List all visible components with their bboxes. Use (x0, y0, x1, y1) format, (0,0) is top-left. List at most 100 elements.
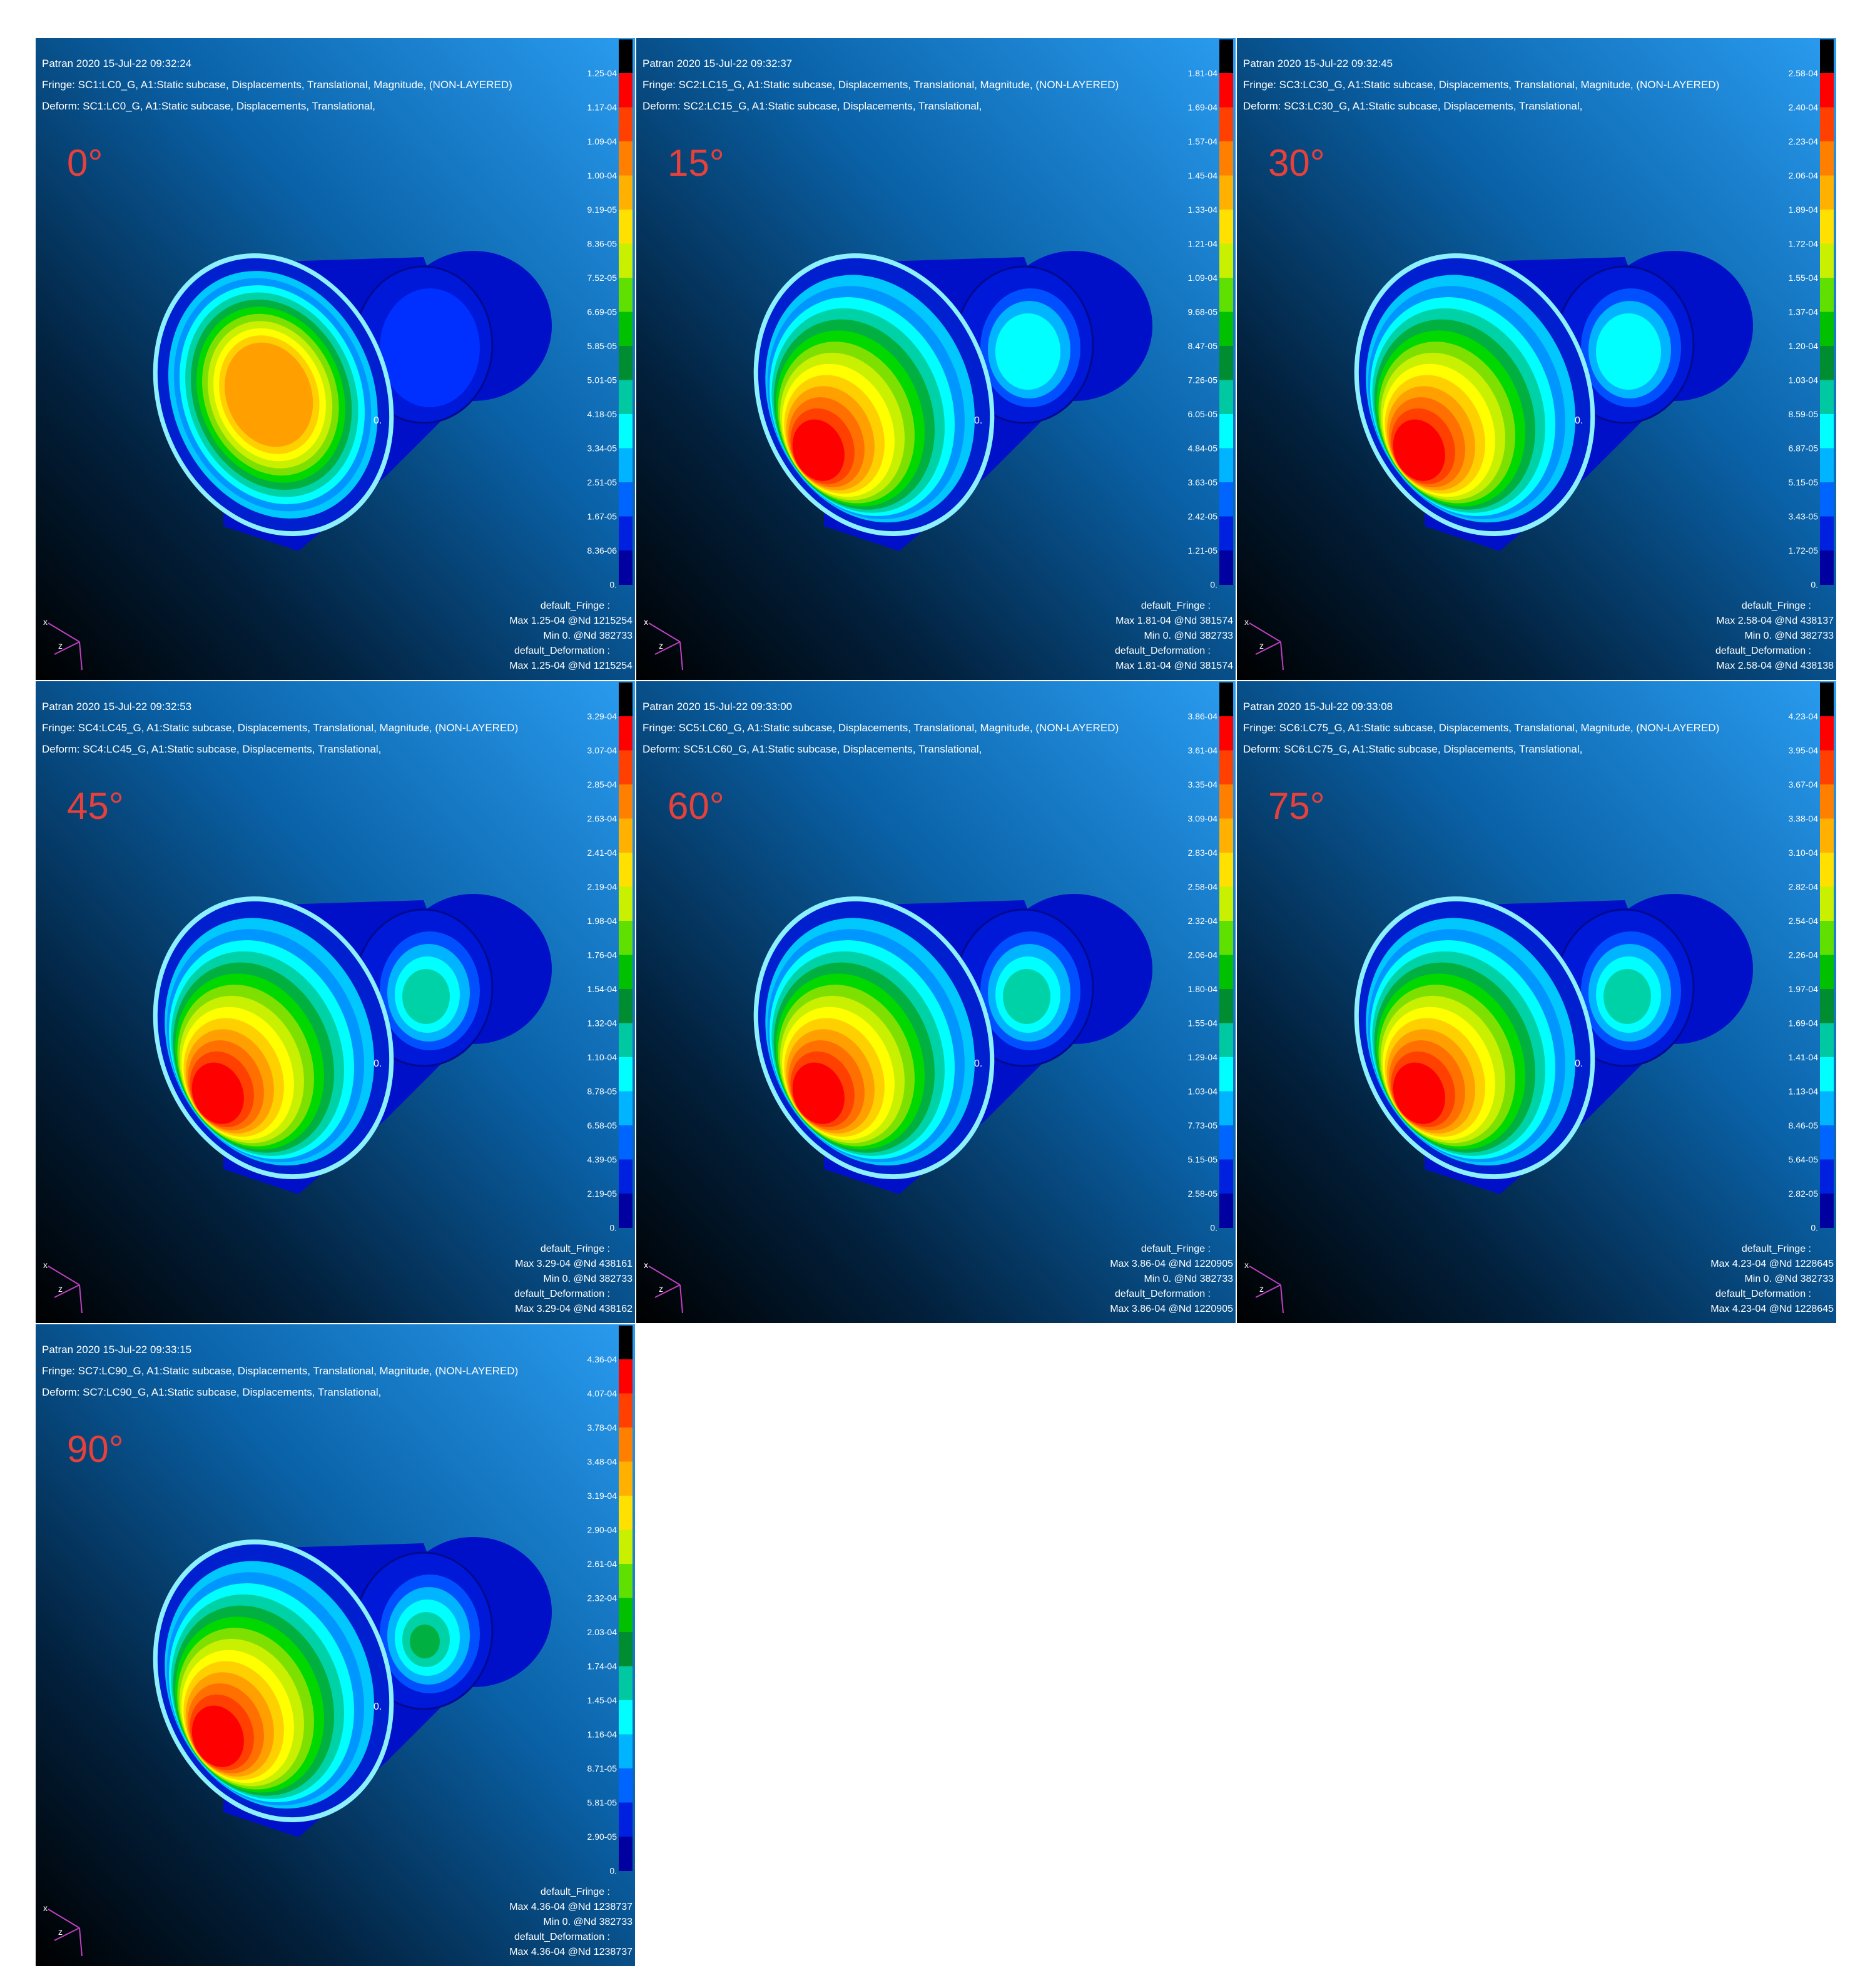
triad-label: x (644, 1260, 648, 1270)
neck-contour (402, 969, 450, 1024)
legend-label: 8.36-05 (587, 239, 617, 249)
color-bar-cell (1219, 716, 1233, 751)
footer-line: default_Deformation : (1715, 1289, 1811, 1299)
legend-label: 1.10-04 (587, 1052, 617, 1062)
legend-label: 9.68-05 (1188, 307, 1218, 317)
color-bar-cell (619, 414, 633, 449)
color-bar-cell (619, 886, 633, 921)
legend-label: 2.26-04 (1789, 950, 1819, 960)
legend-label: 2.42-05 (1188, 512, 1218, 522)
legend-label: 3.43-05 (1789, 512, 1819, 522)
footer-line: default_Deformation : (1115, 1289, 1211, 1299)
legend-label: 2.03-04 (587, 1627, 617, 1637)
legend-label: 4.36-04 (587, 1354, 617, 1364)
legend-label: 3.35-04 (1188, 779, 1218, 789)
legend-label: 1.80-04 (1188, 984, 1218, 994)
footer-line: default_Deformation : (514, 646, 610, 656)
legend-label: 8.36-06 (587, 545, 617, 555)
color-bar-cell (619, 448, 633, 483)
neck-contour (1003, 969, 1050, 1024)
legend-label: 6.58-05 (587, 1120, 617, 1130)
triad-axis (48, 1909, 80, 1929)
color-bar-cell (1820, 784, 1834, 819)
legend-label: 1.45-04 (587, 1695, 617, 1705)
color-bar-cell (619, 243, 633, 278)
footer-line: Min 0. @Nd 382733 (1744, 631, 1834, 641)
color-bar-cap (619, 682, 633, 716)
color-bar-cell (1219, 210, 1233, 244)
color-bar-cell (619, 1194, 633, 1228)
legend-label: 1.97-04 (1789, 984, 1819, 994)
result-panel: 0. Patran 2020 15-Jul-22 09:32:45 Fringe: … (1237, 38, 1836, 680)
legend-label: 1.55-04 (1789, 273, 1819, 283)
header-line: Deform: SC5:LC60_G, A1:Static subcase, D… (643, 743, 982, 755)
color-bar-cell (1820, 243, 1834, 278)
footer-line: Max 4.23-04 @Nd 1228645 (1710, 1259, 1834, 1269)
color-bar-cap (1820, 39, 1834, 73)
color-bar-cell (1820, 853, 1834, 887)
neck-contour (1596, 313, 1661, 390)
triad-label: x (43, 617, 48, 627)
color-bar-cell (619, 1666, 633, 1701)
color-bar-cell (619, 1802, 633, 1837)
header-line: Fringe: SC7:LC90_G, A1:Static subcase, D… (42, 1365, 518, 1377)
color-bar-cell (1219, 73, 1233, 108)
triad-label: z (58, 1284, 63, 1294)
footer-line: default_Deformation : (514, 1932, 610, 1942)
legend-label: 1.33-04 (1188, 205, 1218, 215)
color-bar-cell (1219, 516, 1233, 551)
legend-label: 3.10-04 (1789, 848, 1819, 858)
color-bar-cell (619, 1598, 633, 1633)
legend-label: 0. (609, 580, 617, 590)
legend-label: 2.85-04 (587, 779, 617, 789)
legend-label: 2.19-04 (587, 882, 617, 892)
header-line: Deform: SC3:LC30_G, A1:Static subcase, D… (1243, 100, 1582, 112)
color-bar-cell (619, 73, 633, 108)
color-bar-cell (1219, 312, 1233, 347)
legend-label: 9.19-05 (587, 205, 617, 215)
footer-line: Max 2.58-04 @Nd 438137 (1716, 616, 1834, 626)
legend-label: 2.23-04 (1789, 136, 1819, 146)
result-panel: 0. Patran 2020 15-Jul-22 09:33:00 Fringe: … (636, 681, 1236, 1323)
legend-label: 6.05-05 (1188, 409, 1218, 419)
legend-label: 7.26-05 (1188, 375, 1218, 385)
color-bar-cell (1219, 278, 1233, 312)
legend-label: 2.41-04 (587, 848, 617, 858)
color-bar-cell (1820, 107, 1834, 142)
legend-label: 4.07-04 (587, 1389, 617, 1399)
triad-label: z (58, 641, 63, 651)
color-bar-cell (619, 1125, 633, 1160)
color-bar-cell (1820, 1194, 1834, 1228)
legend-label: 1.41-04 (1789, 1052, 1819, 1062)
legend-label: 3.95-04 (1789, 746, 1819, 756)
head-contour (191, 1705, 244, 1767)
color-bar-cell (619, 550, 633, 585)
header-line: Patran 2020 15-Jul-22 09:33:00 (643, 701, 792, 713)
color-bar-cell (1820, 1125, 1834, 1160)
color-bar-cell (619, 1428, 633, 1462)
head-contour (1393, 1062, 1445, 1124)
triad-label: z (659, 1284, 663, 1294)
footer-line: default_Deformation : (1115, 646, 1211, 656)
legend-label: 3.38-04 (1789, 814, 1819, 824)
legend-label: 0. (609, 1866, 617, 1876)
legend-label: 2.82-04 (1789, 882, 1819, 892)
footer-line: default_Fringe : (541, 1244, 610, 1254)
head-contour (792, 1062, 845, 1124)
color-bar-cell (1219, 243, 1233, 278)
legend-label: 1.55-04 (1188, 1018, 1218, 1028)
legend-label: 2.90-05 (587, 1832, 617, 1842)
color-bar-cell (1219, 1125, 1233, 1160)
color-bar-cell (619, 921, 633, 955)
color-bar-cell (1219, 414, 1233, 449)
footer-line: Max 3.29-04 @Nd 438162 (515, 1304, 633, 1314)
header-line: Deform: SC1:LC0_G, A1:Static subcase, Di… (42, 100, 375, 112)
color-bar-cell (1820, 482, 1834, 517)
legend-label: 3.63-05 (1188, 477, 1218, 487)
node-label: 0. (1575, 415, 1583, 426)
legend-label: 1.03-04 (1188, 1087, 1218, 1097)
legend-label: 4.39-05 (587, 1155, 617, 1165)
color-bar-cell (1219, 886, 1233, 921)
color-bar-cell (619, 784, 633, 819)
legend-label: 2.40-04 (1789, 103, 1819, 113)
